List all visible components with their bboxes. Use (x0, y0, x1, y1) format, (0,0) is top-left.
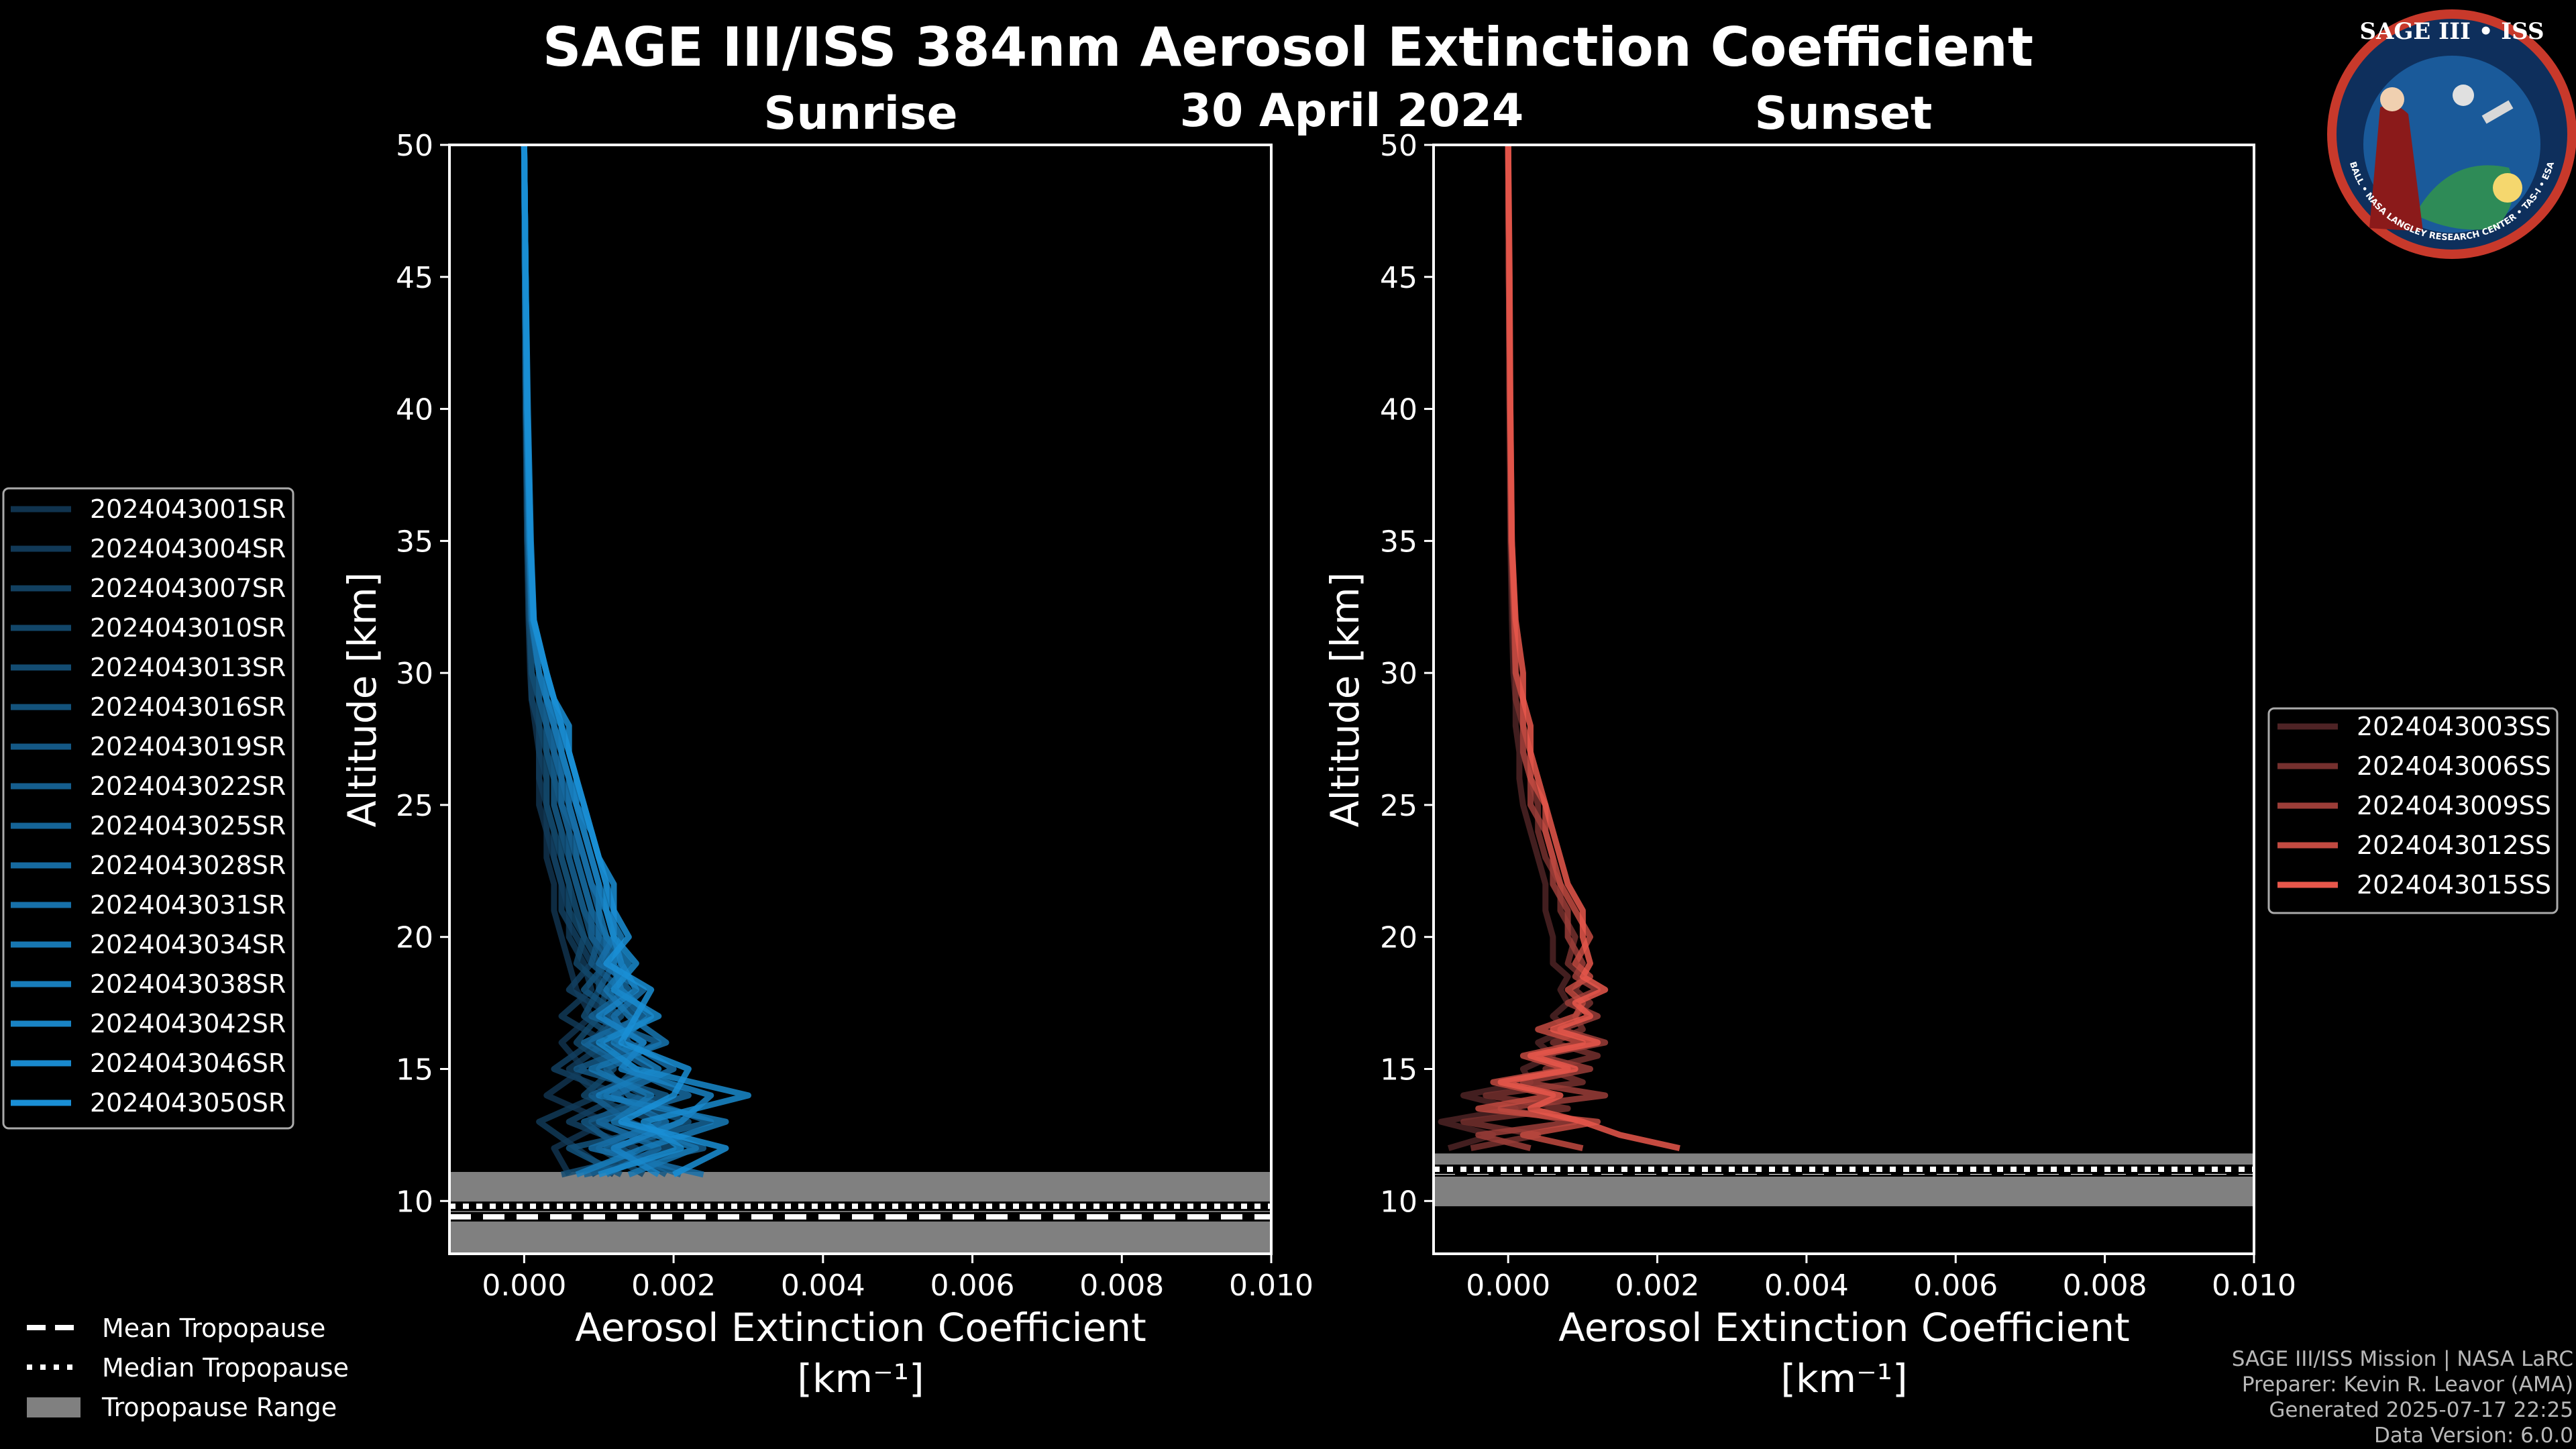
sunrise-tropopause (449, 1171, 1271, 1254)
credits: SAGE III/ISS Mission | NASA LaRC Prepare… (2232, 1347, 2573, 1448)
sunrise-legend: 2024043001SR 2024043004SR 2024043007SR 2024… (2, 487, 294, 1130)
sunrise-x-tick-label: 0.006 (930, 1269, 1015, 1303)
legend-label-2024043012SS: 2024043012SS (2357, 830, 2551, 860)
sunrise-y-tick-label: 40 (396, 393, 433, 427)
earth-shape (2415, 165, 2514, 230)
legend-label-2024043042SR: 2024043042SR (90, 1009, 286, 1038)
legend-label-2024043004SR: 2024043004SR (90, 534, 286, 564)
sunset-y-tick-label: 45 (1380, 261, 1417, 295)
legend-label-2024043015SS: 2024043015SS (2357, 870, 2551, 900)
figure-robe (2369, 105, 2423, 231)
sunrise-x-axis-label: Aerosol Extinction Coefficient (575, 1305, 1146, 1350)
sunrise-x-tick-label: 0.008 (1079, 1269, 1164, 1303)
legend-label-2024043013SR: 2024043013SR (90, 653, 286, 682)
tropopause-range-label: Tropopause Range (101, 1393, 337, 1422)
legend-label-2024043028SR: 2024043028SR (90, 851, 286, 880)
tropopause-range-swatch (27, 1397, 80, 1417)
sunrise-y-tick-label: 50 (396, 129, 433, 163)
sunrise-x-axis-unit: [km⁻¹] (797, 1356, 924, 1401)
sunset-x-tick-label: 0.006 (1913, 1269, 1998, 1303)
sunset-y-axis-label: Altitude [km] (1322, 572, 1368, 827)
sunset-x-tick-label: 0.002 (1615, 1269, 1700, 1303)
sunrise-x-tick-label: 0.002 (631, 1269, 716, 1303)
credit-mission: SAGE III/ISS Mission | NASA LaRC (2232, 1347, 2573, 1371)
sunrise-x-tick-label: 0.010 (1229, 1269, 1313, 1303)
sunset-x-ticks: 0.000 0.002 0.004 0.006 0.008 0.010 (1466, 1254, 2296, 1303)
legend-label-2024043050SR: 2024043050SR (90, 1088, 286, 1118)
legend-label-2024043038SR: 2024043038SR (90, 969, 286, 999)
profile-line-2024043012SS (1475, 145, 1601, 1151)
legend-label-2024043009SS: 2024043009SS (2357, 791, 2551, 820)
profile-line-2024043015SS (1497, 145, 1680, 1151)
figure-date: 30 April 2024 (1180, 85, 1524, 138)
sunrise-y-tick-label: 20 (396, 921, 433, 955)
legend-label-2024043006SS: 2024043006SS (2357, 751, 2551, 781)
moon-shape (2453, 85, 2474, 106)
sage-iii-iss-logo: SAGE III • ISS BALL • NASA LANGLEY RESEA… (2327, 9, 2576, 259)
profile-line-2024043050SR (521, 145, 729, 1177)
legend-label-2024043046SR: 2024043046SR (90, 1049, 286, 1078)
sunset-x-axis-label: Aerosol Extinction Coefficient (1558, 1305, 2130, 1350)
figure-title: SAGE III/ISS 384nm Aerosol Extinction Co… (543, 16, 2033, 78)
legend-label-2024043019SR: 2024043019SR (90, 732, 286, 761)
sunset-y-tick-label: 40 (1380, 393, 1417, 427)
sunset-x-tick-label: 0.008 (2063, 1269, 2147, 1303)
sunset-tropopause-range-band (1434, 1153, 2254, 1207)
sunset-y-tick-label: 50 (1380, 129, 1417, 163)
legend-label-2024043025SR: 2024043025SR (90, 811, 286, 841)
panel-title-sunset: Sunset (1755, 87, 1933, 140)
sunset-x-tick-label: 0.000 (1466, 1269, 1550, 1303)
credit-data-version: Data Version: 6.0.0 (2374, 1424, 2573, 1448)
sunset-y-tick-label: 25 (1380, 789, 1417, 823)
sunset-y-tick-label: 35 (1380, 525, 1417, 559)
sunset-y-ticks: 10 15 20 25 30 35 40 45 50 (1380, 129, 1434, 1219)
sunset-y-tick-label: 10 (1380, 1185, 1417, 1219)
legend-label-2024043007SR: 2024043007SR (90, 574, 286, 603)
sunset-legend: 2024043003SS 2024043006SS 2024043009SS 2024… (2267, 707, 2559, 914)
sunset-x-tick-label: 0.010 (2212, 1269, 2296, 1303)
sunrise-y-axis-label: Altitude [km] (339, 572, 385, 827)
median-tropopause-label: Median Tropopause (102, 1353, 349, 1383)
sunrise-y-tick-label: 30 (396, 657, 433, 691)
sunrise-y-tick-label: 45 (396, 261, 433, 295)
sunset-x-tick-label: 0.004 (1764, 1269, 1849, 1303)
tropopause-legend: Mean Tropopause Median Tropopause Tropop… (27, 1313, 349, 1422)
sunset-profiles (1438, 145, 1680, 1152)
credit-preparer: Preparer: Kevin R. Leavor (AMA) (2242, 1373, 2573, 1397)
sunset-y-tick-label: 15 (1380, 1053, 1417, 1087)
panel-title-sunrise: Sunrise (763, 87, 957, 140)
sunset-y-tick-label: 30 (1380, 657, 1417, 691)
mean-tropopause-label: Mean Tropopause (102, 1313, 325, 1343)
figure-head (2380, 87, 2404, 111)
sun-shape (2493, 173, 2522, 203)
satellite-shape (2481, 100, 2514, 124)
sunset-x-axis-unit: [km⁻¹] (1780, 1356, 1907, 1401)
legend-label-2024043010SR: 2024043010SR (90, 613, 286, 643)
sunrise-profiles (521, 145, 751, 1178)
legend-label-2024043016SR: 2024043016SR (90, 692, 286, 722)
sunrise-y-tick-label: 35 (396, 525, 433, 559)
legend-label-2024043031SR: 2024043031SR (90, 890, 286, 920)
sunrise-y-tick-label: 10 (396, 1185, 433, 1219)
credit-generated: Generated 2025-07-17 22:25 (2269, 1398, 2573, 1422)
sunset-panel: 0.000 0.002 0.004 0.006 0.008 0.010 10 15 20 25 3… (1322, 129, 2296, 1401)
sunset-y-tick-label: 20 (1380, 921, 1417, 955)
sunset-axes-frame (1432, 144, 2255, 1255)
sunrise-axes-frame (448, 144, 1273, 1255)
sunrise-y-ticks: 10 15 20 25 30 35 40 45 50 (396, 129, 449, 1219)
legend-label-2024043022SR: 2024043022SR (90, 771, 286, 801)
sunrise-y-tick-label: 25 (396, 789, 433, 823)
sunrise-x-tick-label: 0.004 (781, 1269, 865, 1303)
sunset-tropopause (1434, 1153, 2254, 1207)
legend-label-2024043003SS: 2024043003SS (2357, 712, 2551, 741)
sunrise-y-tick-label: 15 (396, 1053, 433, 1087)
legend-label-2024043034SR: 2024043034SR (90, 930, 286, 959)
legend-label-2024043001SR: 2024043001SR (90, 494, 286, 524)
logo-top-text: SAGE III • ISS (2359, 18, 2544, 45)
sunrise-x-tick-label: 0.000 (482, 1269, 566, 1303)
sunrise-panel: 0.000 0.002 0.004 0.006 0.008 0.010 10 15 20 25 3… (339, 129, 1313, 1401)
sunrise-x-ticks: 0.000 0.002 0.004 0.006 0.008 0.010 (482, 1254, 1313, 1303)
